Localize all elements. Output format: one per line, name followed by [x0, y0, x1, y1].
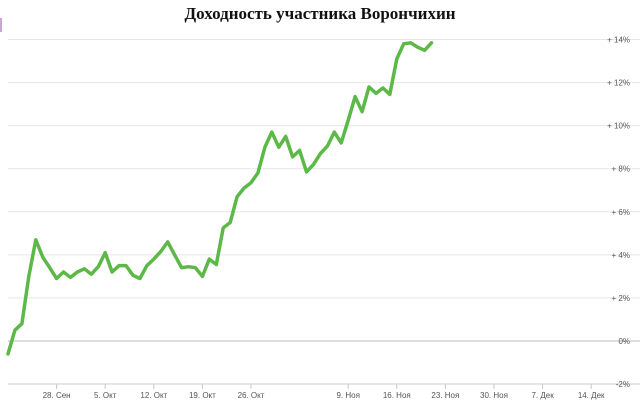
x-tick-label: 19. Окт	[189, 391, 216, 400]
series-line-layer	[6, 41, 434, 356]
y-tick-label: + 10%	[607, 122, 630, 131]
y-tick-label: + 14%	[607, 36, 630, 45]
x-tick-label: 5. Окт	[94, 391, 117, 400]
x-tick-label: 14. Дек	[578, 391, 605, 400]
y-tick-label: + 6%	[612, 208, 630, 217]
x-tick-label: 23. Ноя	[431, 391, 459, 400]
x-axis	[8, 383, 640, 389]
x-tick-label: 12. Окт	[140, 391, 167, 400]
left-edge-marker	[0, 18, 2, 32]
x-tick-label: 28. Сен	[43, 391, 71, 400]
y-tick-label: + 8%	[612, 165, 630, 174]
x-tick-labels: 28. Сен 5. Окт 12. Окт 19. Окт 26. Окт 9. Ноя…	[43, 391, 605, 400]
y-tick-label: 0%	[618, 337, 630, 346]
return-series-line	[6, 41, 434, 356]
x-tick-label: 16. Ноя	[383, 391, 411, 400]
x-tick-label: 7. Дек	[531, 391, 554, 400]
x-tick-label: 30. Ноя	[480, 391, 508, 400]
x-tick-label: 9. Ноя	[336, 391, 359, 400]
y-tick-label: + 12%	[607, 79, 630, 88]
x-tick-label: 26. Окт	[238, 391, 265, 400]
grid-lines	[8, 39, 640, 385]
y-tick-label: + 4%	[612, 251, 630, 260]
y-tick-label: + 2%	[612, 294, 630, 303]
chart-title: Доходность участника Ворончихин	[184, 4, 456, 23]
y-tick-label: -2%	[616, 380, 630, 389]
y-tick-labels: -2% 0% + 2% + 4% + 6% + 8% + 10% + 12% + 14%	[607, 36, 630, 389]
